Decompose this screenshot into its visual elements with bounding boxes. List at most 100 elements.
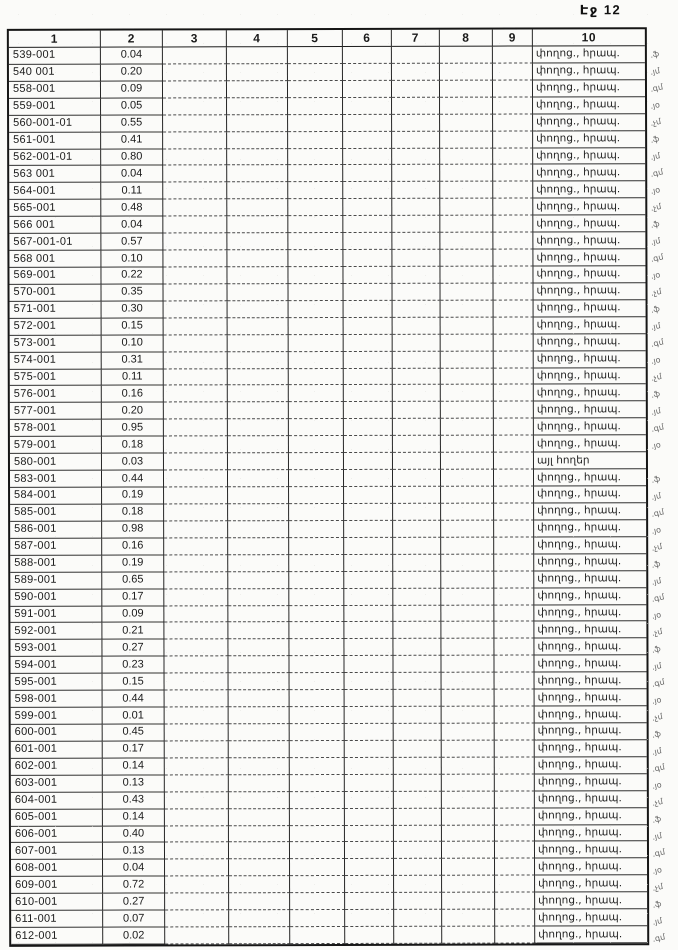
- empty-cell: [440, 317, 494, 335]
- empty-cell: [440, 148, 494, 166]
- empty-cell: [343, 165, 393, 183]
- empty-cell: [227, 368, 289, 386]
- empty-cell: [344, 774, 394, 792]
- empty-cell: [228, 639, 290, 657]
- empty-cell: [290, 910, 346, 928]
- empty-cell: [392, 266, 441, 284]
- empty-cell: [345, 893, 395, 911]
- area-value-cell: 0.20: [100, 64, 163, 82]
- empty-cell: [343, 436, 393, 454]
- empty-cell: [495, 858, 536, 876]
- empty-cell: [495, 875, 536, 893]
- land-use-cell: փողոց., հրապ.: [534, 503, 647, 521]
- land-use-cell: փողոց., հրապ.: [533, 164, 646, 182]
- parcel-code-cell: 600-001: [10, 724, 103, 742]
- empty-cell: [164, 555, 229, 573]
- empty-cell: [162, 64, 227, 82]
- empty-cell: [392, 385, 441, 403]
- empty-cell: [441, 808, 495, 826]
- empty-cell: [493, 334, 534, 352]
- empty-cell: [164, 842, 230, 860]
- empty-cell: [393, 503, 442, 521]
- area-value-cell: 0.98: [102, 521, 165, 539]
- empty-cell: [164, 588, 229, 606]
- empty-cell: [440, 435, 494, 453]
- parcel-code-cell: 589-001: [10, 572, 103, 590]
- empty-cell: [440, 385, 494, 403]
- empty-cell: [392, 469, 442, 487]
- empty-cell: [288, 267, 344, 285]
- empty-cell: [493, 283, 534, 301]
- empty-cell: [441, 486, 495, 504]
- empty-cell: [290, 859, 346, 877]
- empty-cell: [493, 401, 534, 419]
- empty-cell: [227, 385, 289, 403]
- area-value-cell: 0.19: [102, 487, 165, 505]
- empty-cell: [345, 876, 395, 894]
- empty-cell: [439, 46, 493, 64]
- area-value-cell: 0.14: [102, 809, 165, 827]
- empty-cell: [343, 283, 393, 301]
- land-use-cell: փողոց., հրապ.: [534, 655, 647, 673]
- empty-cell: [343, 114, 393, 132]
- area-value-cell: 0.44: [102, 690, 165, 708]
- parcel-code-cell: 595-001: [10, 673, 103, 691]
- empty-cell: [392, 249, 441, 267]
- empty-cell: [493, 97, 534, 115]
- empty-cell: [289, 487, 345, 505]
- land-use-cell: փողոց., հրապ.: [535, 909, 648, 927]
- empty-cell: [229, 859, 291, 877]
- empty-cell: [164, 571, 229, 590]
- empty-cell: [393, 554, 442, 572]
- empty-cell: [494, 689, 535, 707]
- empty-cell: [163, 334, 228, 353]
- empty-cell: [495, 926, 536, 944]
- empty-cell: [164, 673, 229, 691]
- area-value-cell: 0.48: [101, 199, 164, 217]
- empty-cell: [492, 46, 533, 64]
- empty-cell: [344, 791, 394, 809]
- empty-cell: [392, 402, 441, 420]
- empty-cell: [440, 452, 494, 470]
- empty-cell: [288, 300, 344, 318]
- empty-cell: [228, 724, 290, 742]
- empty-cell: [441, 672, 495, 690]
- empty-cell: [289, 503, 345, 522]
- empty-cell: [228, 791, 290, 809]
- empty-cell: [441, 588, 495, 606]
- land-use-cell: փողոց., հրապ.: [532, 46, 645, 64]
- empty-cell: [288, 317, 344, 335]
- empty-cell: [441, 723, 495, 741]
- parcel-code-cell: 562-001-01: [9, 149, 102, 167]
- area-value-cell: 0.13: [102, 775, 165, 793]
- area-value-cell: 0.27: [103, 893, 166, 911]
- empty-cell: [440, 165, 494, 183]
- area-value-cell: 0.57: [101, 233, 164, 251]
- empty-cell: [163, 318, 228, 336]
- empty-cell: [228, 825, 290, 843]
- empty-cell: [342, 63, 392, 81]
- empty-cell: [440, 368, 494, 386]
- empty-cell: [440, 300, 494, 318]
- area-value-cell: 0.05: [101, 98, 164, 116]
- empty-cell: [393, 791, 442, 809]
- empty-cell: [394, 892, 443, 910]
- area-value-cell: 0.15: [102, 673, 165, 691]
- empty-cell: [288, 368, 344, 386]
- empty-cell: [163, 148, 228, 166]
- empty-cell: [392, 215, 441, 234]
- parcel-code-cell: 592-001: [10, 623, 103, 641]
- empty-cell: [442, 892, 496, 910]
- area-value-cell: 0.95: [101, 419, 164, 437]
- land-use-cell: փողոց., հրապ.: [534, 553, 647, 572]
- empty-cell: [344, 757, 394, 775]
- land-use-cell: փողոց., հրապ.: [534, 520, 647, 538]
- empty-cell: [227, 216, 289, 234]
- area-value-cell: 0.07: [103, 910, 166, 928]
- empty-cell: [164, 538, 229, 556]
- parcel-code-cell: 599-001: [10, 707, 103, 725]
- empty-cell: [392, 283, 441, 301]
- empty-cell: [163, 368, 228, 386]
- area-value-cell: 0.72: [103, 876, 166, 894]
- land-use-cell: փողոց., հրապ.: [534, 807, 647, 826]
